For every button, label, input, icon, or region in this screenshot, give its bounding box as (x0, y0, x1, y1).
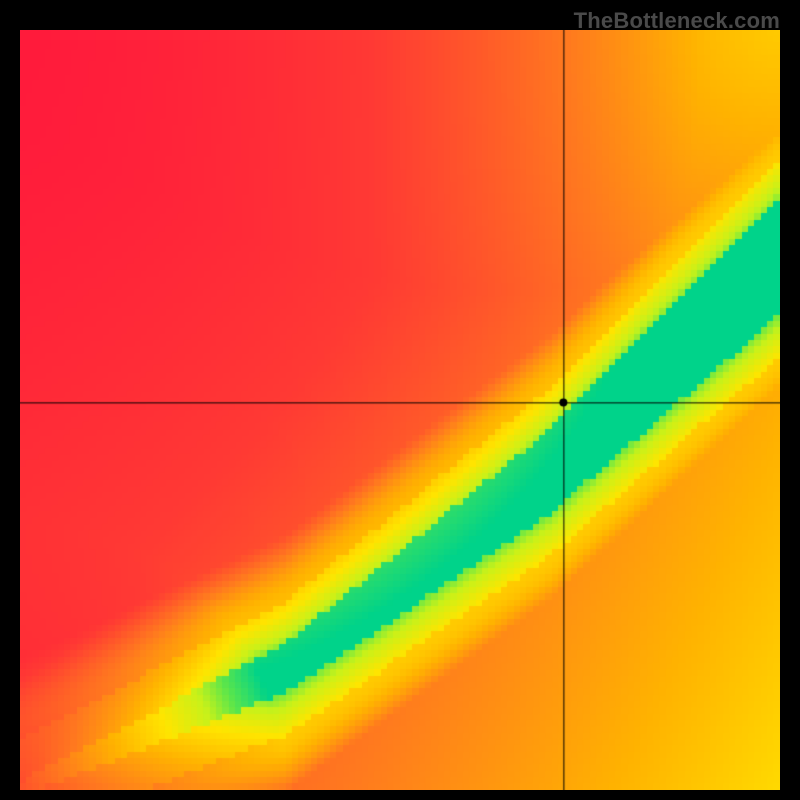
watermark-text: TheBottleneck.com (574, 8, 780, 34)
chart-root: TheBottleneck.com (0, 0, 800, 800)
heatmap-canvas (20, 30, 780, 790)
heatmap-plot (20, 30, 780, 790)
